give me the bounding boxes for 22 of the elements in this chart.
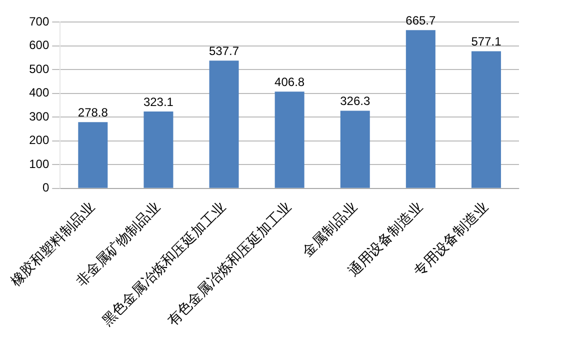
y-tick-label: 100 [29,156,50,171]
y-tick-label: 700 [29,14,50,28]
data-label: 326.3 [340,94,370,108]
y-tick-label: 300 [29,109,50,124]
y-tick-label: 0 [42,180,50,195]
bar [144,112,174,188]
y-tick-label: 400 [29,86,50,100]
data-label: 665.7 [406,13,436,28]
y-tick-label: 500 [29,62,50,76]
data-label: 577.1 [471,34,502,49]
data-label: 278.8 [78,105,108,120]
y-tick-label: 600 [29,38,50,52]
bar [78,122,108,188]
bar [209,60,239,188]
data-label: 406.8 [274,74,305,89]
data-label: 323.1 [143,94,174,109]
bar [406,30,436,188]
y-tick-label: 200 [29,133,50,148]
bar [274,92,304,188]
bar [471,51,501,188]
data-label: 537.7 [209,44,240,58]
bar [340,110,370,188]
